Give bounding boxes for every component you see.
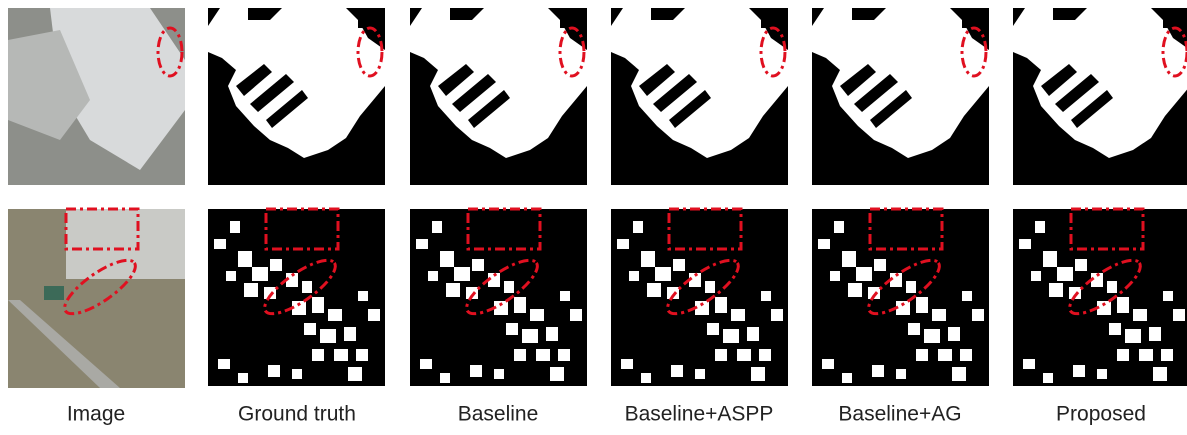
figure: Image Ground truth Baseline Baseline+ASP… <box>0 0 1187 430</box>
mask-image <box>1013 209 1187 386</box>
mask-image <box>410 209 587 386</box>
mask-image <box>208 209 385 386</box>
column-label: Proposed <box>1056 403 1146 426</box>
mask-image <box>208 8 385 185</box>
column-label: Ground truth <box>238 403 356 426</box>
mask-grid <box>208 8 1187 386</box>
mask-image <box>812 209 989 386</box>
column-label: Baseline+AG <box>838 403 961 426</box>
mask-image <box>410 8 587 185</box>
mask-image <box>611 209 788 386</box>
column-label: Image <box>67 403 125 426</box>
input-image <box>8 8 185 388</box>
mask-image <box>611 8 788 185</box>
column-label: Baseline <box>458 403 539 426</box>
mask-image <box>1013 8 1187 185</box>
mask-image <box>812 8 989 185</box>
column-label: Baseline+ASPP <box>625 403 774 426</box>
